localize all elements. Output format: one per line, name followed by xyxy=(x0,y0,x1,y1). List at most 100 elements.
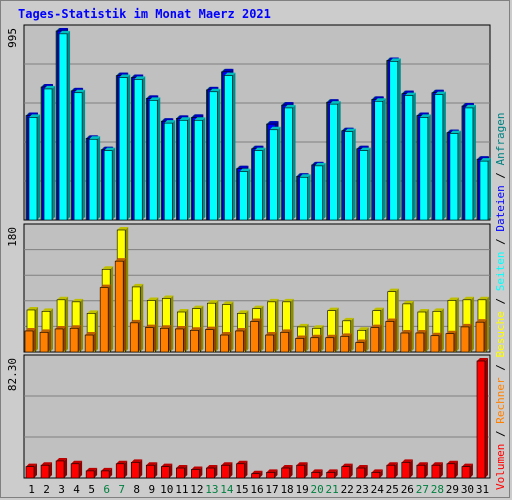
bar-seiten xyxy=(209,91,218,221)
bar-rechner-top xyxy=(160,325,172,329)
bar-volumen xyxy=(281,467,290,479)
bar-rechner-top xyxy=(460,323,472,327)
bar-dateien-top xyxy=(222,68,234,72)
bar-rechner-top xyxy=(370,324,382,328)
bar-seiten xyxy=(133,79,143,221)
bar-seiten xyxy=(58,33,68,221)
bar-seiten-side xyxy=(442,91,446,220)
bar-seiten-side xyxy=(157,97,161,220)
bar-rechner xyxy=(460,326,470,353)
bar-seiten xyxy=(73,92,83,221)
bar-volumen-side xyxy=(34,463,37,478)
bar-seiten xyxy=(43,88,53,221)
bar-besuche-top xyxy=(207,300,219,304)
bar-besuche-top xyxy=(282,298,294,302)
bar-besuche-top xyxy=(192,305,204,309)
bar-seiten-top xyxy=(134,76,146,80)
bar-volumen xyxy=(296,464,305,479)
bar-seiten xyxy=(179,119,188,221)
bar-rechner-top xyxy=(145,324,157,328)
bar-volumen xyxy=(70,463,80,479)
bar-besuche-top xyxy=(102,266,114,270)
bar-seiten-top xyxy=(194,117,206,121)
bar-rechner xyxy=(265,334,274,353)
bar-rechner xyxy=(400,332,410,353)
bar-rechner xyxy=(159,327,169,353)
bar-seiten-side xyxy=(397,58,401,220)
bar-volumen-top xyxy=(401,459,413,463)
bar-volumen-top xyxy=(371,469,383,473)
bar-rechner-side xyxy=(123,258,127,352)
bar-seiten xyxy=(329,103,338,221)
bar-rechner-top xyxy=(115,258,127,262)
bar-besuche-top xyxy=(162,295,174,299)
bar-rechner-side xyxy=(288,329,292,352)
bar-seiten xyxy=(389,61,399,221)
bar-volumen xyxy=(341,466,350,479)
bar-volumen-side xyxy=(184,465,188,478)
day-label-8: 8 xyxy=(133,483,140,496)
bar-volumen xyxy=(221,464,230,479)
bar-seiten-side xyxy=(307,174,311,220)
bar-volumen-side xyxy=(409,459,413,478)
bar-rechner xyxy=(295,338,304,353)
bar-rechner xyxy=(69,327,79,353)
bar-seiten-side xyxy=(82,89,86,220)
bar-rechner xyxy=(250,321,259,353)
bar-rechner-side xyxy=(183,325,187,352)
bar-volumen-top xyxy=(161,463,173,467)
bar-seiten xyxy=(374,100,384,221)
day-label-6: 6 xyxy=(103,483,110,496)
bar-rechner-top xyxy=(310,334,322,338)
bar-seiten xyxy=(299,176,308,221)
bar-rechner xyxy=(325,337,334,353)
bar-seiten-side xyxy=(487,158,491,220)
bar-seiten-side xyxy=(217,88,221,220)
bar-volumen-side xyxy=(379,469,383,478)
bar-seiten-side xyxy=(52,85,56,220)
bar-volumen-side xyxy=(79,460,83,478)
bar-seiten xyxy=(28,117,38,221)
bar-volumen xyxy=(416,464,426,479)
bar-besuche-top xyxy=(267,298,279,302)
bar-seiten-top xyxy=(74,89,86,93)
bar-rechner-top xyxy=(250,318,262,322)
bar-volumen-top xyxy=(131,459,143,463)
bar-rechner-top xyxy=(235,327,247,331)
legend-separator: / xyxy=(494,232,507,252)
bar-volumen xyxy=(191,469,200,479)
bar-seiten-top xyxy=(329,101,341,105)
bar-rechner-top xyxy=(445,330,457,334)
bar-rechner-side xyxy=(198,327,202,352)
day-label-17: 17 xyxy=(265,483,278,496)
bar-seiten-top xyxy=(179,117,191,121)
bar-rechner-top xyxy=(295,335,307,339)
bar-volumen xyxy=(476,360,486,479)
bar-seiten-side xyxy=(352,128,356,220)
bar-seiten-top xyxy=(434,91,446,95)
axis-max-label: 82.30 xyxy=(6,358,19,391)
bar-rechner-side xyxy=(273,332,277,352)
day-label-1: 1 xyxy=(28,483,35,496)
bar-rechner xyxy=(385,321,395,353)
bar-rechner-top xyxy=(265,332,277,336)
legend-item-anfragen: Anfragen xyxy=(494,112,507,165)
bar-seiten-side xyxy=(472,104,476,220)
day-label-18: 18 xyxy=(280,483,293,496)
bar-seiten-side xyxy=(172,120,176,220)
bar-besuche-top xyxy=(462,296,474,300)
bar-besuche-top xyxy=(372,307,384,311)
bar-besuche-top xyxy=(432,308,444,312)
bar-volumen-top xyxy=(476,358,488,361)
bar-rechner-top xyxy=(430,332,442,336)
bar-besuche-top xyxy=(72,298,84,302)
bar-volumen-top xyxy=(206,465,218,469)
bar-rechner-side xyxy=(213,326,217,352)
bar-seiten-top xyxy=(464,104,476,108)
bar-besuche-top xyxy=(87,310,99,314)
legend-item-volumen: Volumen xyxy=(494,444,507,490)
day-label-10: 10 xyxy=(160,483,173,496)
bar-volumen-top xyxy=(176,465,188,469)
bar-seiten xyxy=(314,165,323,221)
